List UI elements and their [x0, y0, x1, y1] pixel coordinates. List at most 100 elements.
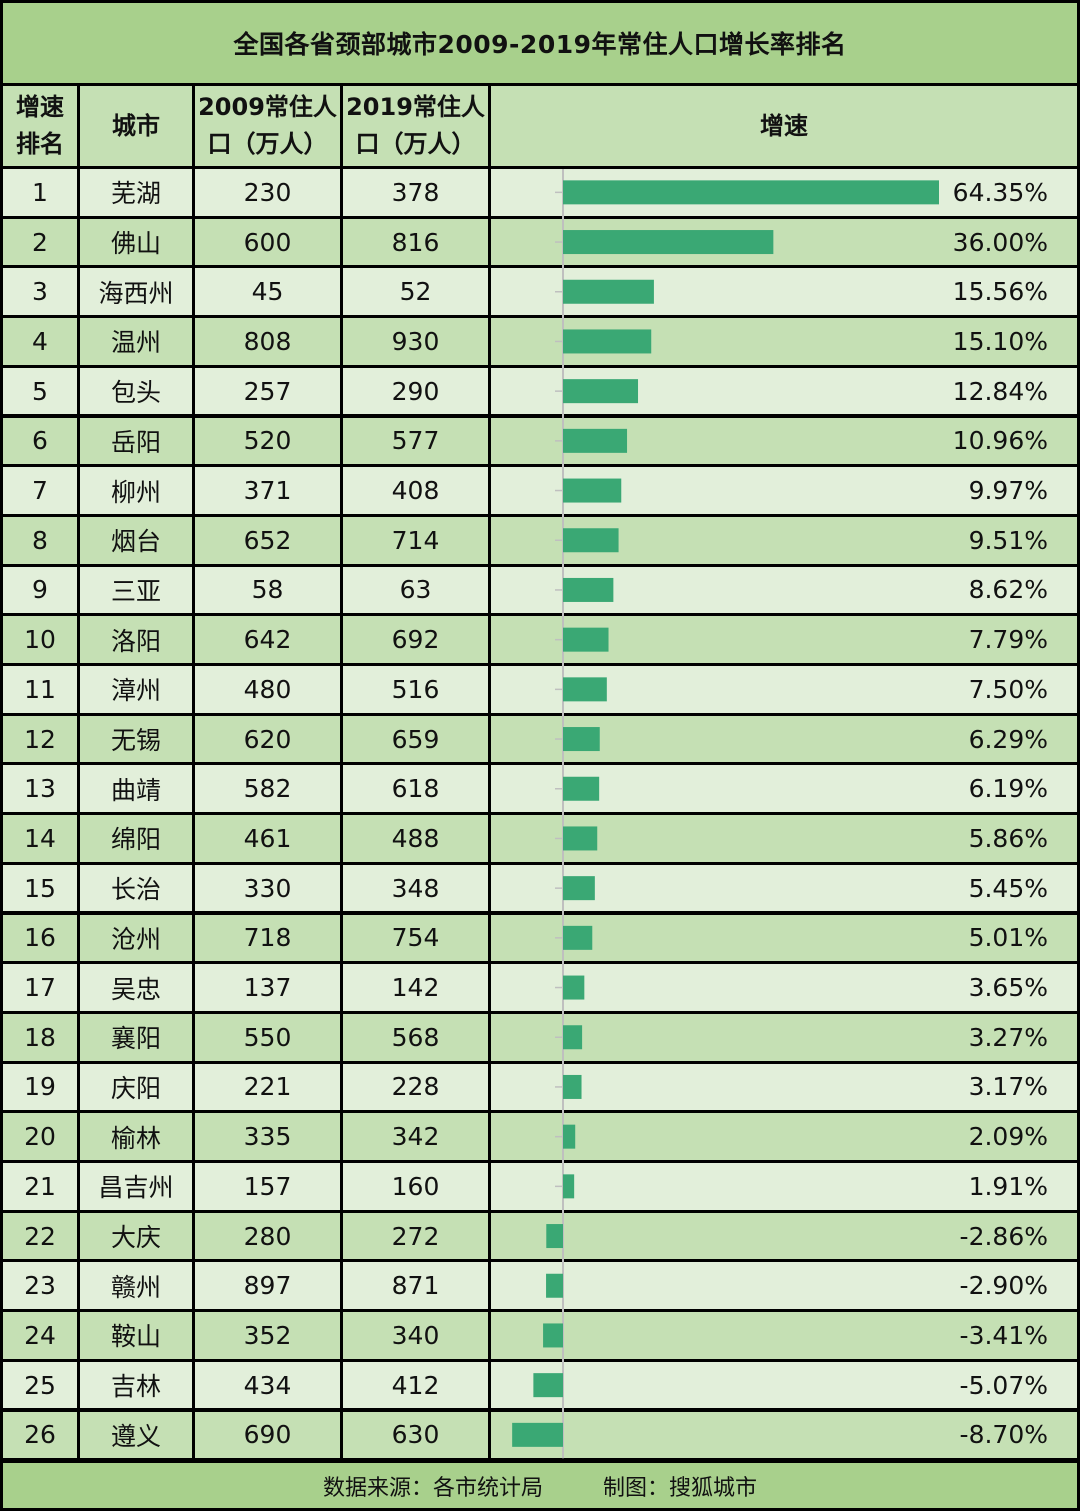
cell-city: 长治 — [80, 864, 192, 912]
growth-bar-佛山 — [563, 230, 774, 255]
cell-pop2019: 228 — [343, 1063, 488, 1111]
cell-pop2019: 142 — [343, 964, 488, 1011]
growth-bar-襄阳 — [563, 1025, 583, 1050]
cell-pop2019: 618 — [343, 765, 488, 813]
cell-growth — [491, 1212, 1077, 1260]
cell-pop2019: 754 — [343, 914, 488, 962]
cell-pop2019: 52 — [343, 268, 488, 316]
cell-pop2019: 659 — [343, 715, 488, 763]
cell-growth — [491, 1113, 1077, 1160]
cell-pop2009: 600 — [195, 218, 340, 266]
cell-pop2009: 335 — [195, 1113, 340, 1160]
cell-city: 襄阳 — [80, 1013, 192, 1061]
cell-city: 吉林 — [80, 1361, 192, 1409]
cell-city: 榆林 — [80, 1113, 192, 1160]
cell-pop2009: 642 — [195, 616, 340, 663]
growth-value-label: 8.62% — [968, 575, 1048, 605]
cell-rank: 5 — [3, 367, 77, 415]
growth-value-label: 2.09% — [968, 1122, 1048, 1152]
header-pop2019-line1: 2019常住人 — [346, 93, 485, 121]
growth-bar-庆阳 — [563, 1074, 582, 1099]
cell-growth — [491, 1312, 1077, 1359]
growth-bar-鞍山 — [543, 1323, 563, 1348]
cell-pop2009: 434 — [195, 1361, 340, 1409]
growth-bar-柳州 — [563, 478, 622, 503]
cell-pop2019: 63 — [343, 566, 488, 614]
cell-rank: 19 — [3, 1063, 77, 1111]
growth-bar-烟台 — [563, 528, 619, 553]
cell-pop2009: 897 — [195, 1262, 340, 1310]
cell-growth — [491, 964, 1077, 1011]
cell-city: 佛山 — [80, 218, 192, 266]
cell-city: 昌吉州 — [80, 1163, 192, 1210]
cell-pop2019: 160 — [343, 1163, 488, 1210]
cell-pop2019: 930 — [343, 318, 488, 365]
cell-pop2019: 630 — [343, 1411, 488, 1459]
cell-pop2019: 714 — [343, 516, 488, 564]
cell-rank: 1 — [3, 169, 77, 216]
cell-rank: 6 — [3, 417, 77, 465]
growth-value-label: 3.27% — [968, 1022, 1048, 1052]
cell-rank: 3 — [3, 268, 77, 316]
cell-city: 岳阳 — [80, 417, 192, 465]
cell-pop2019: 408 — [343, 467, 488, 514]
cell-city: 芜湖 — [80, 169, 192, 216]
cell-city: 海西州 — [80, 268, 192, 316]
growth-bar-遵义 — [512, 1422, 563, 1447]
table-footer: 数据来源：各市统计局 制图：搜狐城市 — [3, 1463, 1077, 1508]
cell-city: 柳州 — [80, 467, 192, 514]
cell-growth — [491, 1411, 1077, 1459]
cell-growth — [491, 1262, 1077, 1310]
cell-rank: 13 — [3, 765, 77, 813]
cell-city: 烟台 — [80, 516, 192, 564]
cell-pop2009: 652 — [195, 516, 340, 564]
cell-pop2009: 371 — [195, 467, 340, 514]
cell-pop2009: 330 — [195, 864, 340, 912]
cell-pop2009: 461 — [195, 815, 340, 862]
cell-rank: 11 — [3, 666, 77, 713]
cell-pop2009: 718 — [195, 914, 340, 962]
growth-value-label: -2.90% — [959, 1271, 1048, 1301]
cell-city: 曲靖 — [80, 765, 192, 813]
growth-value-label: 3.65% — [968, 973, 1048, 1003]
growth-bar-昌吉州 — [563, 1174, 575, 1199]
growth-bar-榆林 — [563, 1124, 576, 1149]
growth-bar-吉林 — [533, 1373, 563, 1398]
growth-bar-大庆 — [546, 1224, 563, 1249]
cell-growth — [491, 1163, 1077, 1210]
growth-value-label: 7.50% — [968, 674, 1048, 704]
growth-bar-绵阳 — [563, 826, 598, 851]
cell-rank: 9 — [3, 566, 77, 614]
cell-growth — [491, 1063, 1077, 1111]
growth-value-label: 9.51% — [968, 525, 1048, 555]
growth-value-label: 3.17% — [968, 1072, 1048, 1102]
growth-bar-沧州 — [563, 925, 593, 950]
cell-pop2019: 692 — [343, 616, 488, 663]
cell-city: 鞍山 — [80, 1312, 192, 1359]
cell-pop2009: 808 — [195, 318, 340, 365]
growth-bar-曲靖 — [563, 776, 600, 801]
cell-pop2009: 58 — [195, 566, 340, 614]
cell-pop2019: 488 — [343, 815, 488, 862]
growth-value-label: 1.91% — [968, 1171, 1048, 1201]
cell-city: 沧州 — [80, 914, 192, 962]
cell-pop2009: 157 — [195, 1163, 340, 1210]
cell-rank: 26 — [3, 1411, 77, 1459]
header-rank-line1: 增速 — [16, 93, 64, 121]
cell-city: 洛阳 — [80, 616, 192, 663]
cell-pop2009: 620 — [195, 715, 340, 763]
cell-rank: 22 — [3, 1212, 77, 1260]
cell-pop2009: 550 — [195, 1013, 340, 1061]
cell-city: 无锡 — [80, 715, 192, 763]
cell-city: 吴忠 — [80, 964, 192, 1011]
header-pop2009-line1: 2009常住人 — [198, 93, 337, 121]
footer-source: 数据来源：各市统计局 — [322, 1475, 543, 1501]
cell-rank: 12 — [3, 715, 77, 763]
growth-value-label: 6.29% — [968, 724, 1048, 754]
header-pop2019-line2: 口（万人） — [355, 130, 476, 158]
growth-value-label: -3.41% — [959, 1320, 1048, 1350]
header-rank: 增速 排名 — [3, 86, 77, 166]
cell-pop2009: 480 — [195, 666, 340, 713]
